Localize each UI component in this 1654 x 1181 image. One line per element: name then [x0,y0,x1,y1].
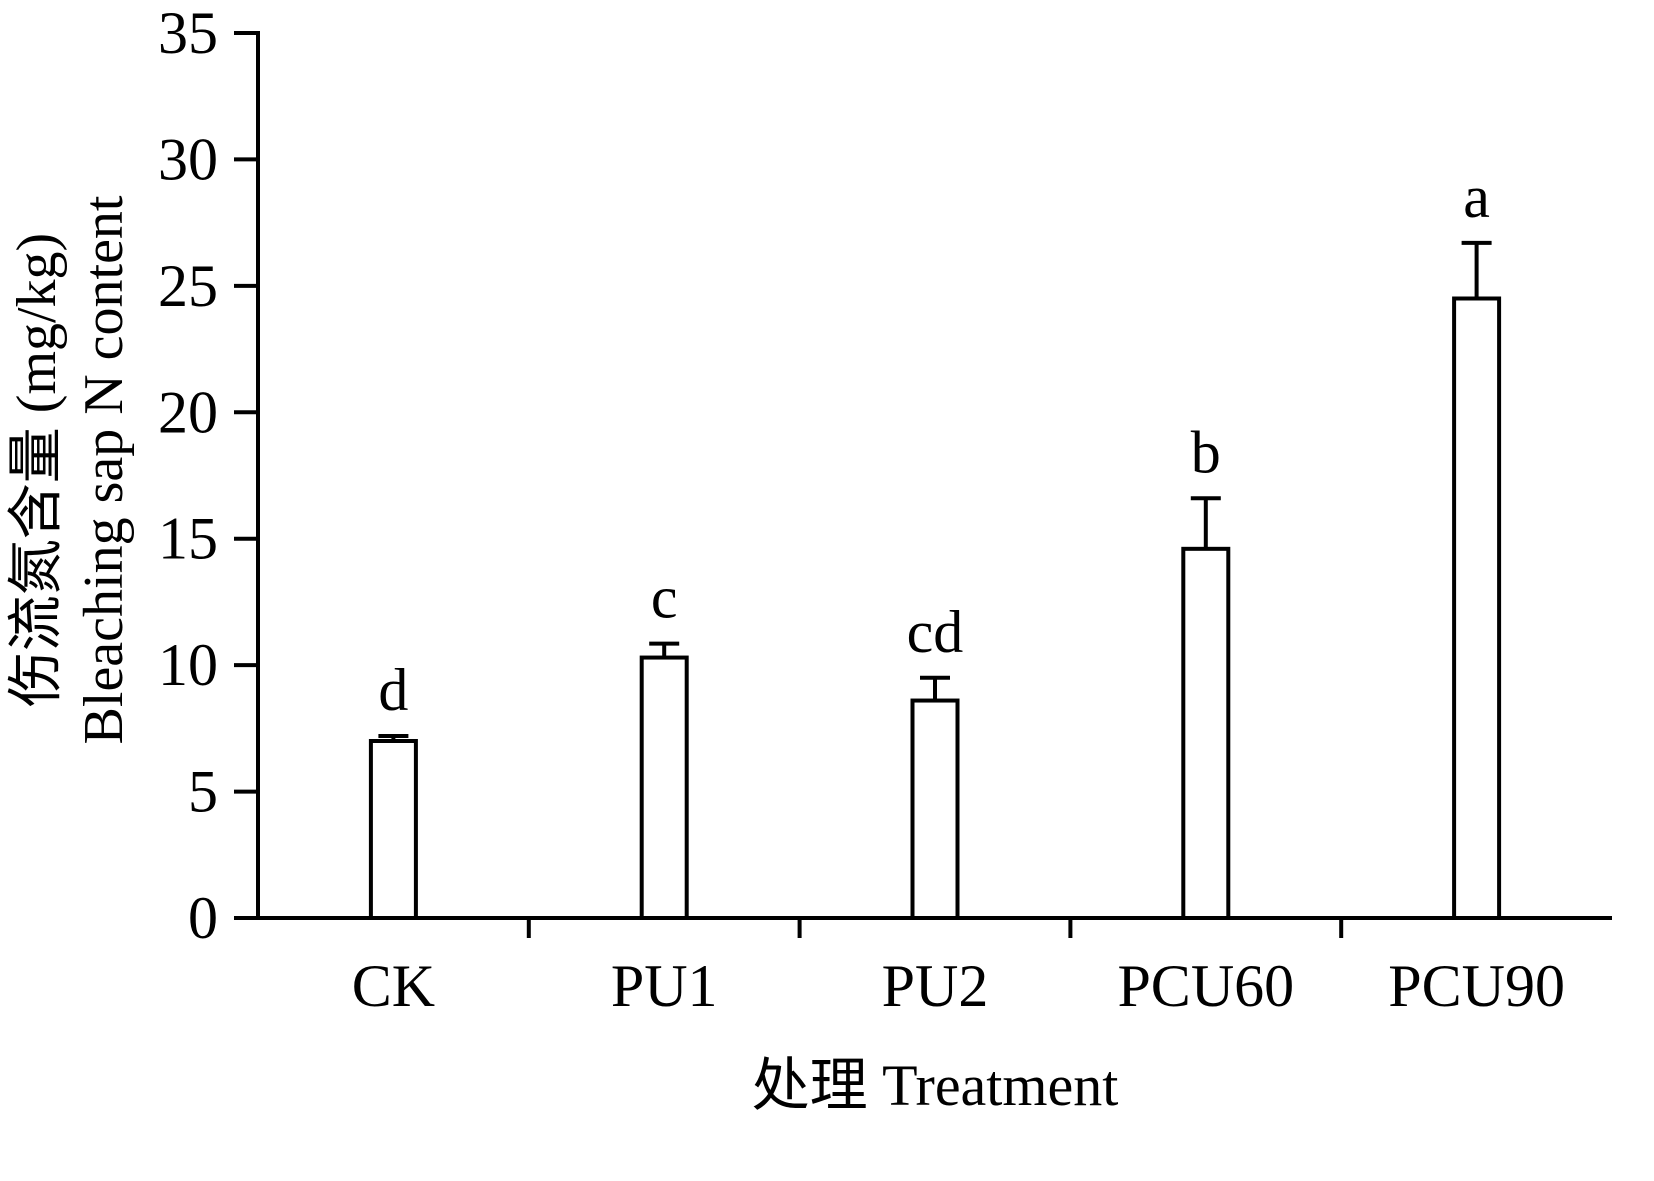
y-tick-label: 30 [158,126,218,192]
bar-PU1 [639,655,689,920]
y-tick-label: 15 [158,506,218,572]
bar-group-CK: d CK [352,657,435,1019]
axes: 0 5 10 15 20 25 30 35 [158,0,1612,951]
bar-group-PU1: c PU1 [611,565,718,1019]
bar-group-PCU90: a PCU90 [1388,164,1565,1019]
bar-PCU90 [1452,296,1502,920]
sig-letter: c [651,565,678,631]
x-category-label: PCU90 [1388,953,1565,1019]
x-category-label: PCU60 [1117,953,1294,1019]
y-axis-label-en: Bleaching sap N content [73,195,135,744]
y-tick-label: 20 [158,379,218,445]
x-category-label: PU2 [882,953,989,1019]
y-tick-label: 35 [158,0,218,66]
x-category-label: PU1 [611,953,718,1019]
sig-letter: a [1463,164,1490,230]
bars: d CK c PU1 cd PU2 b PCU60 a PCU90 [352,164,1565,1019]
sig-letter: b [1191,419,1221,485]
y-axis-label-cn: 伤流氮含量 (mg/kg) [6,233,68,707]
y-tick-label: 0 [188,885,218,951]
x-category-label: CK [352,953,435,1019]
y-tick-label: 5 [188,759,218,825]
y-tick-label: 25 [158,253,218,319]
bar-PU2 [910,698,960,920]
axis-labels: 伤流氮含量 (mg/kg) Bleaching sap N content 处理… [6,195,1118,1118]
sig-letter: d [378,657,408,723]
y-tick-label: 10 [158,632,218,698]
bar-PCU60 [1181,546,1231,920]
bar-group-PCU60: b PCU60 [1117,419,1294,1019]
bar-group-PU2: cd PU2 [882,599,989,1019]
x-axis-label: 处理 Treatment [752,1053,1119,1118]
bar-CK [368,739,418,920]
sig-letter: cd [907,599,964,665]
